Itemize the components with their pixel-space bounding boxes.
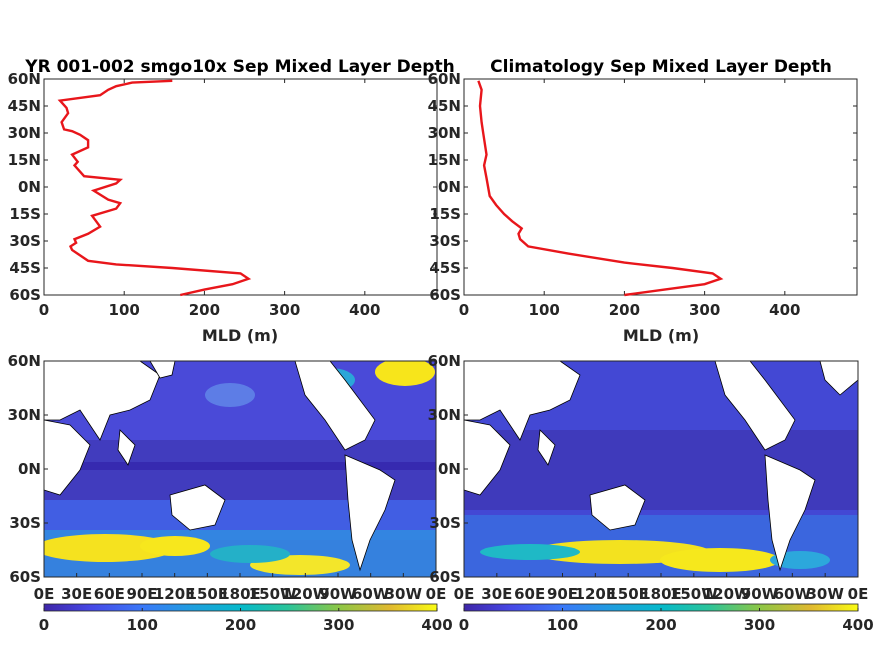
x-tick-label: 60W [352,585,390,603]
colorbar-tick-label: 0 [459,616,469,634]
x-tick-label: 0E [848,585,869,603]
x-tick-label: 0E [34,585,55,603]
y-tick-label: 45S [9,259,41,277]
x-tick-label: 120E [575,585,617,603]
panel-1-title: YR 001-002 smgo10x Sep Mixed Layer Depth [24,57,454,77]
y-tick-label: 60N [8,70,41,88]
panel-3-colorbar-ticks: 0 100 200 300 400 [39,608,453,634]
y-tick-label: 60N [8,352,41,370]
x-tick-label: 120W [703,585,751,603]
x-tick-label: 180E [640,585,682,603]
x-tick-label: 120W [281,585,329,603]
x-tick-label: 100 [109,301,140,319]
panel-4-x-ticks: 0E 30E 60E 90E120E150E180E150W120W90W60W30W… [454,573,869,603]
x-tick-label: 0 [459,301,469,319]
x-tick-label: 150W [670,585,718,603]
panel-3-y-ticks: 60N 30N 0N 30S 60S [8,352,48,586]
y-tick-label: 15S [429,205,461,223]
y-tick-label: 60S [9,286,41,304]
y-tick-label: 60N [428,70,461,88]
model-mld-line [57,79,252,297]
colorbar-tick-label: 100 [127,616,158,634]
y-tick-label: 45N [8,97,41,115]
x-tick-label: 200 [609,301,640,319]
y-tick-label: 0N [18,178,41,196]
colorbar-tick-label: 300 [744,616,775,634]
y-tick-label: 0N [438,178,461,196]
y-tick-label: 45N [428,97,461,115]
y-tick-label: 15N [8,151,41,169]
colorbar-tick-label: 100 [547,616,578,634]
y-tick-label: 30N [428,406,461,424]
panel-2-title: Climatology Sep Mixed Layer Depth [490,57,832,77]
y-tick-label: 30N [428,124,461,142]
y-tick-label: 60S [9,568,41,586]
y-tick-label: 60S [429,568,461,586]
x-tick-label: 150E [607,585,649,603]
y-tick-label: 30N [8,124,41,142]
panel-1-y-ticks: 60N 45N 30N 15N 0N 15S 30S 45S 60S [8,70,437,304]
y-tick-label: 15N [428,151,461,169]
panel-2-axes-box [463,78,858,296]
panel-2-xlabel: MLD (m) [623,326,699,345]
x-tick-label: 0 [39,301,49,319]
x-tick-label: 30W [806,585,844,603]
x-tick-label: 90W [319,585,357,603]
x-tick-label: 90E [126,585,157,603]
model-map-field [44,361,436,577]
x-tick-label: 90W [741,585,779,603]
x-tick-label: 400 [769,301,800,319]
y-tick-label: 45S [429,259,461,277]
mld-map-climatology-panel: 60N 30N 0N 30S 60S 0E 30E 60E 90E120E150E180E15… [428,352,874,634]
x-tick-label: 180E [219,585,261,603]
x-tick-label: 30W [385,585,423,603]
x-tick-label: 300 [689,301,720,319]
x-tick-label: 0E [426,585,447,603]
panel-3-x-ticks: 0E 30E 60E 90E120E150E180E150W120W90W60W30W… [34,573,447,603]
x-tick-label: 150E [187,585,229,603]
x-tick-label: 100 [529,301,560,319]
colorbar-tick-label: 300 [323,616,354,634]
panel-2-x-ticks: 0 100 200 300 400 [459,79,800,319]
colorbar-tick-label: 200 [645,616,676,634]
y-tick-label: 30S [9,232,41,250]
x-tick-label: 60E [94,585,125,603]
x-tick-label: 200 [189,301,220,319]
colorbar-tick-label: 0 [39,616,49,634]
mld-profile-model-panel: YR 001-002 smgo10x Sep Mixed Layer Depth… [8,57,455,345]
x-tick-label: 0E [454,585,475,603]
mld-profile-climatology-panel: Climatology Sep Mixed Layer Depth 60N 45N… [428,57,858,345]
x-tick-label: 30E [61,585,92,603]
x-tick-label: 400 [349,301,380,319]
panel-4-colorbar-ticks: 0 100 200 300 400 [459,608,874,634]
x-tick-label: 90E [547,585,578,603]
x-tick-label: 120E [154,585,196,603]
y-tick-label: 30S [429,232,461,250]
x-tick-label: 60W [774,585,812,603]
mld-map-model-panel: 60N 30N 0N 30S 60S 0E 30E 60E 90E120E150E180E15… [8,352,453,634]
climatology-mld-line [477,80,724,297]
panel-1-x-ticks: 0 100 200 300 400 [39,79,380,319]
panel-1-xlabel: MLD (m) [202,326,278,345]
panel-2-y-ticks: 60N 45N 30N 15N 0N 15S 30S 45S 60S [428,70,857,304]
climatology-map-field [464,361,858,577]
y-tick-label: 60N [428,352,461,370]
y-tick-label: 30N [8,406,41,424]
x-tick-label: 30E [481,585,512,603]
colorbar-tick-label: 200 [225,616,256,634]
colorbar-tick-label: 400 [421,616,452,634]
colorbar-tick-label: 400 [842,616,873,634]
y-tick-label: 15S [9,205,41,223]
panel-4-y-ticks: 60N 30N 0N 30S 60S [428,352,468,586]
y-tick-label: 60S [429,286,461,304]
y-tick-label: 30S [9,514,41,532]
y-tick-label: 0N [438,460,461,478]
y-tick-label: 0N [18,460,41,478]
x-tick-label: 300 [269,301,300,319]
x-tick-label: 150W [249,585,297,603]
y-tick-label: 30S [429,514,461,532]
x-tick-label: 60E [514,585,545,603]
